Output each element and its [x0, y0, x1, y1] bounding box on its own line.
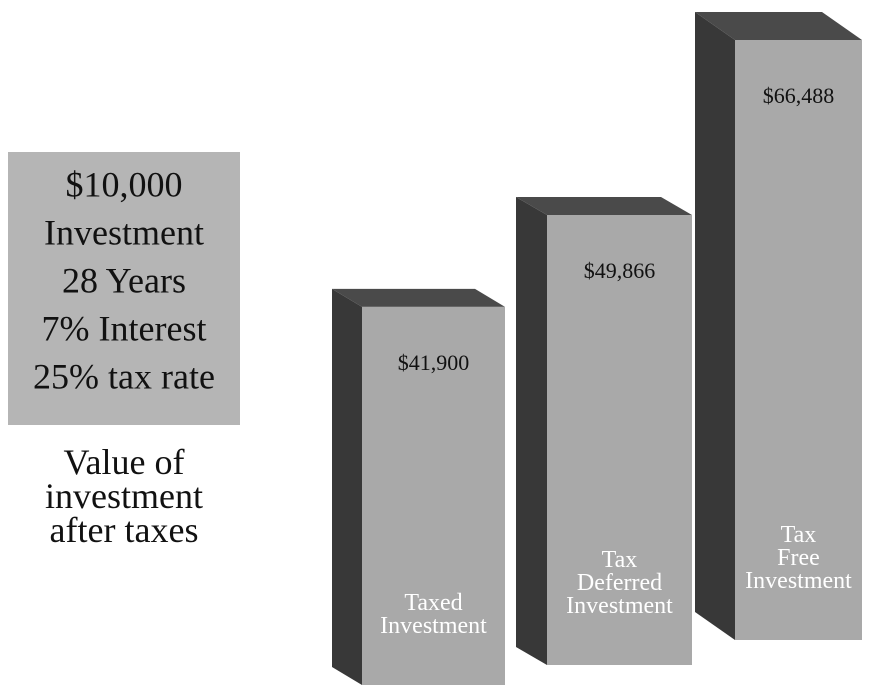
bar-top	[695, 12, 862, 40]
caption: Value of investment after taxes	[45, 442, 203, 550]
category-label: Tax Deferred Investment	[566, 547, 673, 619]
bar-side	[332, 288, 362, 685]
bar	[547, 215, 692, 665]
bar-top	[332, 288, 505, 307]
bar	[362, 306, 505, 685]
bar-side	[695, 12, 735, 640]
info-line: $10,000	[66, 164, 183, 204]
category-label: Taxed Investment	[380, 590, 487, 639]
bar-side	[516, 197, 547, 665]
value-label: $66,488	[763, 83, 835, 108]
info-box	[8, 152, 240, 425]
value-label: $49,866	[584, 258, 656, 283]
value-label: $41,900	[398, 350, 470, 375]
bar-top	[516, 197, 692, 215]
info-line: Investment	[44, 212, 204, 252]
category-label: Tax Free Investment	[745, 522, 852, 594]
info-line: 7% Interest	[42, 308, 207, 348]
info-line: 25% tax rate	[33, 356, 215, 396]
bar	[735, 40, 862, 640]
info-line: 28 Years	[62, 260, 186, 300]
